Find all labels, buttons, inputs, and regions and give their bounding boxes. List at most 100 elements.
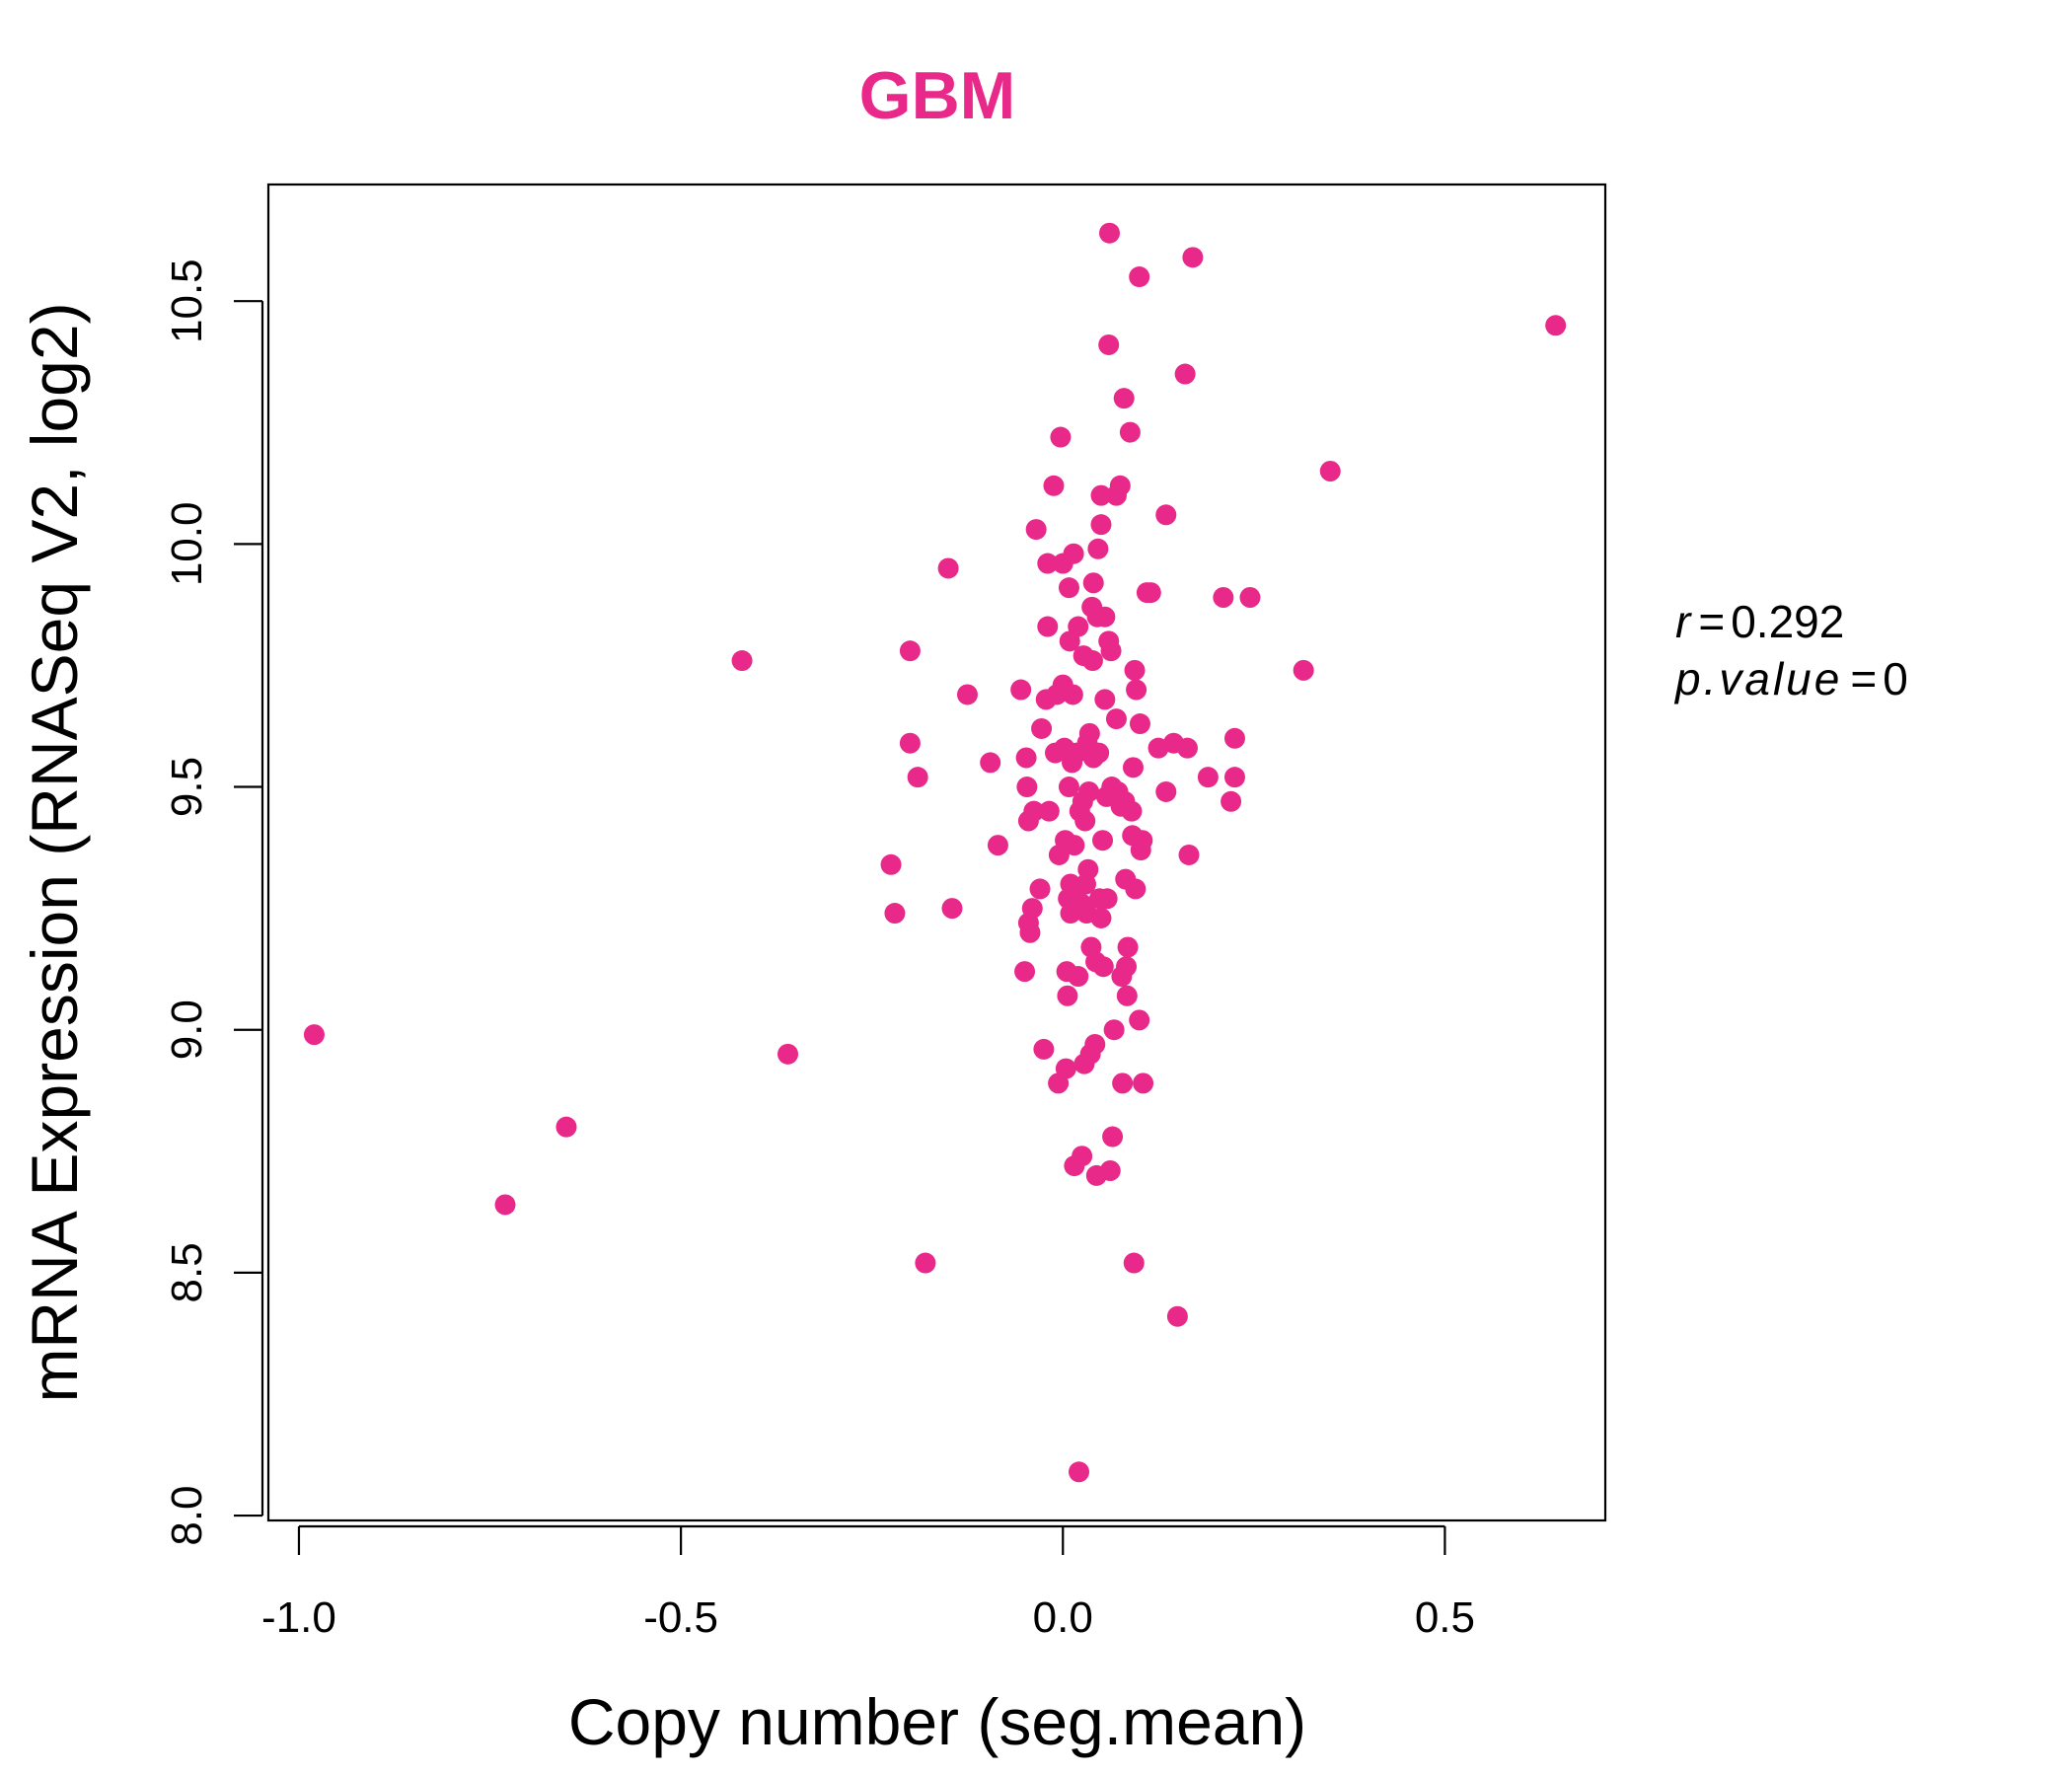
data-point (1155, 780, 1177, 802)
data-point (1023, 800, 1045, 822)
data-point (1213, 587, 1234, 609)
data-point (1043, 475, 1065, 496)
data-point (1068, 966, 1089, 988)
data-point (1096, 888, 1118, 910)
data-point (1123, 1252, 1145, 1274)
data-point (1319, 460, 1341, 481)
data-point (1064, 835, 1085, 856)
p-eq: = (1850, 653, 1877, 704)
y-tick-label: 10.0 (163, 502, 211, 587)
correlation-stat: r = 0.292 (1675, 596, 1844, 647)
data-point (1129, 713, 1150, 735)
data-point (1037, 616, 1059, 637)
data-point (1057, 985, 1078, 1006)
data-point (1090, 907, 1112, 928)
data-point (1122, 757, 1144, 778)
data-point (1081, 650, 1103, 672)
data-point (1155, 504, 1177, 526)
data-point (1037, 553, 1059, 574)
data-point (884, 903, 906, 925)
data-point (1102, 1126, 1124, 1147)
data-point (303, 1024, 325, 1046)
data-point (1126, 679, 1147, 701)
data-point (899, 732, 921, 754)
data-point (1058, 577, 1079, 599)
data-point (1077, 858, 1099, 880)
data-point (1117, 936, 1139, 958)
data-points (303, 222, 1567, 1483)
chart-title: GBM (859, 58, 1016, 133)
data-point (1090, 484, 1112, 506)
data-point (1019, 922, 1041, 943)
data-point (1094, 606, 1116, 628)
data-point (1014, 961, 1036, 983)
data-point (987, 835, 1008, 856)
data-point (1109, 475, 1131, 496)
data-point (899, 640, 921, 662)
data-point (1105, 708, 1127, 730)
r-label: r (1675, 596, 1692, 647)
x-tick-label: 0.0 (1033, 1593, 1093, 1642)
x-tick-label: -0.5 (643, 1593, 718, 1642)
data-point (915, 1252, 936, 1274)
x-axis: -1.0 -0.5 0.0 0.5 (261, 1524, 1475, 1642)
data-point (1197, 767, 1219, 788)
data-point (1174, 363, 1196, 385)
data-point (880, 853, 902, 875)
data-point (1125, 878, 1147, 900)
y-axis-title: mRNA Expression (RNASeq V2, log2) (18, 302, 91, 1402)
data-point (1074, 810, 1096, 832)
data-point (494, 1194, 516, 1216)
data-point (1116, 985, 1138, 1006)
data-point (1099, 1159, 1121, 1181)
data-point (1063, 543, 1084, 564)
data-point (1129, 1009, 1150, 1031)
data-point (1069, 1461, 1090, 1483)
data-point (1087, 538, 1109, 559)
data-point (1221, 790, 1242, 812)
data-point (1113, 388, 1135, 409)
data-point (907, 767, 928, 788)
data-point (731, 650, 753, 672)
data-point (1124, 659, 1146, 681)
data-point (1100, 640, 1122, 662)
data-point (1166, 1305, 1188, 1327)
data-point (1098, 222, 1120, 244)
data-point (1098, 333, 1120, 355)
data-point (1078, 780, 1100, 802)
data-point (1176, 737, 1198, 759)
plot-frame (266, 183, 1607, 1522)
data-point (1092, 956, 1114, 978)
data-point (1015, 747, 1037, 769)
data-point (1031, 717, 1053, 739)
x-axis-title: Copy number (seg.mean) (568, 1685, 1306, 1758)
data-point (1121, 800, 1143, 822)
data-point (1078, 722, 1100, 744)
data-point (1055, 1058, 1076, 1079)
data-point (1545, 315, 1567, 336)
data-point (1116, 956, 1138, 978)
data-point (1129, 266, 1150, 288)
data-point (1038, 800, 1060, 822)
y-tick-label: 9.5 (163, 757, 211, 817)
data-point (1103, 1019, 1125, 1041)
data-point (777, 1043, 799, 1065)
data-point (1050, 426, 1072, 448)
data-point (1178, 844, 1200, 865)
data-point (1119, 421, 1141, 443)
data-point (1082, 572, 1104, 594)
data-point (1021, 898, 1043, 920)
data-point (1010, 679, 1032, 701)
data-point (1182, 247, 1204, 268)
r-eq: = (1698, 596, 1725, 647)
data-point (1088, 742, 1110, 764)
y-axis: 8.0 8.5 9.0 9.5 10.0 10.5 (163, 259, 264, 1546)
data-point (1062, 684, 1083, 705)
data-point (1293, 659, 1314, 681)
data-point (1072, 1146, 1093, 1167)
data-point (1084, 1033, 1106, 1055)
data-point (1140, 582, 1161, 604)
x-tick-label: 0.5 (1415, 1593, 1475, 1642)
data-point (1112, 1073, 1134, 1094)
